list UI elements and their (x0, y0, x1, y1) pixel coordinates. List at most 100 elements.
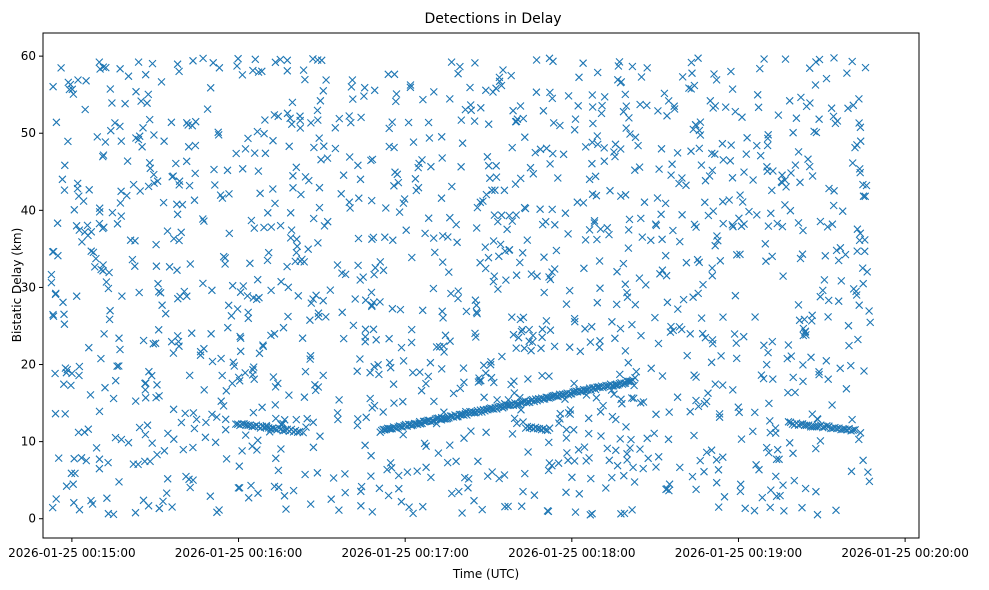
detection-point (667, 322, 675, 331)
detection-point (244, 314, 253, 323)
detection-point (322, 76, 330, 84)
detection-point (736, 480, 745, 489)
detection-point (488, 468, 497, 476)
detection-point (360, 92, 368, 100)
detection-point (728, 386, 737, 394)
detection-point (526, 163, 535, 172)
detection-point (356, 355, 364, 363)
detection-point (471, 59, 479, 67)
detection-point (115, 478, 123, 486)
detection-point (300, 393, 309, 402)
detection-point (60, 186, 69, 194)
detection-point (603, 223, 612, 232)
detection-point (375, 484, 384, 493)
detection-point (462, 307, 471, 316)
detection-point (225, 229, 234, 238)
detection-point (593, 298, 602, 307)
detection-point (117, 187, 125, 196)
detection-point (548, 268, 556, 276)
detection-point (172, 200, 181, 209)
detection-point (250, 149, 259, 157)
detection-point (233, 62, 241, 70)
detection-point (794, 148, 803, 156)
detection-point (256, 189, 264, 198)
detection-point (317, 155, 325, 164)
detection-point (414, 163, 423, 172)
detection-point (509, 106, 517, 115)
detection-point (367, 302, 376, 311)
detection-point (647, 364, 656, 373)
detection-point (695, 258, 704, 267)
detection-point (374, 360, 382, 369)
detection-point (437, 132, 446, 141)
detection-point (585, 175, 594, 184)
detection-point (167, 337, 176, 346)
detection-point (293, 242, 302, 251)
detection-point (779, 481, 787, 489)
detection-point (418, 306, 427, 315)
detection-point (773, 445, 782, 454)
detection-point (554, 459, 563, 468)
detection-point (75, 362, 84, 371)
detection-point (208, 357, 217, 366)
detection-point (445, 213, 454, 222)
detection-point (512, 271, 521, 280)
detection-point (488, 186, 496, 195)
detection-point (49, 82, 57, 91)
x-axis-label: Time (UTC) (452, 567, 519, 581)
detection-point (484, 120, 493, 129)
detection-point (395, 208, 404, 216)
detection-point (122, 191, 131, 200)
detection-point (425, 134, 434, 142)
detection-point (370, 401, 379, 410)
detection-point (171, 159, 180, 168)
detection-point (48, 248, 57, 256)
detection-point (217, 354, 225, 363)
detection-point (223, 323, 232, 332)
detection-point (611, 140, 620, 149)
detection-point (232, 149, 241, 158)
detection-point (470, 496, 478, 505)
detection-point (306, 316, 314, 325)
detection-point (767, 186, 776, 195)
detection-point (108, 99, 116, 107)
detection-point (546, 326, 555, 335)
detection-point (789, 373, 798, 382)
detection-point (59, 380, 68, 389)
detection-point (413, 467, 422, 475)
detection-point (661, 251, 670, 260)
detection-point (149, 170, 158, 179)
detection-point (319, 371, 328, 380)
detection-point (160, 137, 168, 146)
detection-point (755, 64, 764, 73)
detection-point (73, 184, 82, 193)
detection-point (370, 362, 379, 371)
detection-point (784, 388, 792, 397)
detection-point (394, 471, 403, 480)
detection-point (736, 250, 744, 259)
detection-point (397, 497, 406, 506)
detection-point (225, 190, 233, 198)
detection-point (688, 69, 696, 78)
detection-point (388, 304, 397, 313)
detection-point (309, 418, 318, 427)
detection-point (829, 201, 838, 210)
detection-point (818, 423, 827, 432)
detection-point (766, 209, 775, 218)
detection-point (527, 346, 535, 355)
detection-point (571, 508, 580, 516)
detection-point (632, 367, 641, 376)
detection-point (248, 422, 257, 431)
detection-point (564, 92, 573, 100)
detection-point (714, 465, 723, 474)
detection-point (249, 408, 258, 417)
detection-point (805, 162, 814, 171)
detection-point (228, 281, 237, 290)
detection-point (155, 504, 164, 513)
detection-point (505, 211, 514, 220)
detection-point (200, 386, 209, 394)
detection-point (593, 68, 602, 77)
detection-point (452, 220, 461, 229)
detection-point (844, 321, 853, 330)
detection-point (861, 192, 870, 201)
